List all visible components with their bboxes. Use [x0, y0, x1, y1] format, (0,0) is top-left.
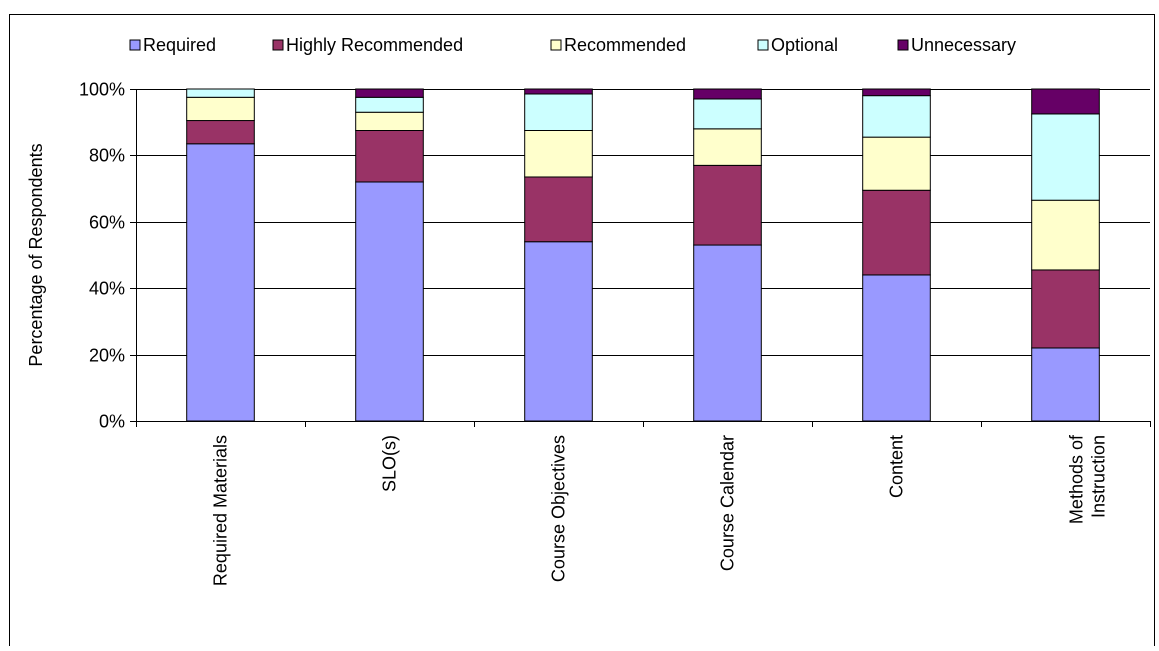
x-tick-label: Course Calendar	[718, 435, 738, 571]
bar-segment-optional	[524, 93, 593, 132]
bar-segment-optional	[1031, 113, 1100, 201]
bar-segment-recommended	[524, 130, 593, 178]
bar-segment-highly-recommended	[186, 120, 255, 145]
legend: Required Highly Recommended Recommended Opt…	[129, 35, 1016, 55]
bar-segment-required	[186, 143, 255, 422]
legend-swatch	[757, 39, 769, 51]
bar-segment-required	[693, 244, 762, 422]
x-tick-label: Content	[887, 435, 907, 498]
x-tick-label: Methods of Instruction	[1067, 434, 1109, 524]
y-tick-labels: 0% 20% 40% 60% 80% 100%	[79, 80, 125, 432]
legend-label: Recommended	[564, 35, 686, 55]
bar-segment-highly-recommended	[693, 164, 762, 246]
bar-segment-recommended	[1031, 199, 1100, 271]
x-tick-label: Required Materials	[211, 435, 231, 586]
bar-segment-required	[524, 241, 593, 422]
bar-segment-optional	[693, 98, 762, 130]
bar-segment-unnecessary	[693, 88, 762, 100]
axes	[130, 89, 1151, 427]
bar-segment-required	[862, 274, 931, 422]
x-tick-labels: Required Materials SLO(s) Course Objective…	[211, 434, 1109, 586]
y-tick-label: 80%	[89, 146, 125, 166]
legend-swatch	[897, 39, 909, 51]
bar-segment-recommended	[186, 96, 255, 122]
legend-swatch	[550, 39, 562, 51]
x-tick-label: SLO(s)	[380, 435, 400, 492]
bar-segment-unnecessary	[862, 88, 931, 97]
bar-segment-highly-recommended	[355, 130, 424, 183]
y-tick-label: 0%	[99, 412, 125, 432]
x-tick-label: Course Objectives	[549, 435, 569, 582]
bar-segment-unnecessary	[1031, 88, 1100, 115]
y-tick-label: 20%	[89, 346, 125, 366]
bar-segment-highly-recommended	[524, 176, 593, 243]
y-tick-label: 60%	[89, 213, 125, 233]
legend-label: Unnecessary	[911, 35, 1016, 55]
bar-segment-recommended	[355, 111, 424, 131]
legend-swatch	[272, 39, 284, 51]
gridlines	[136, 89, 1150, 356]
legend-label: Required	[143, 35, 216, 55]
y-tick-label: 40%	[89, 279, 125, 299]
bar-segment-highly-recommended	[1031, 269, 1100, 349]
legend-swatch	[129, 39, 141, 51]
bar-segment-optional	[862, 95, 931, 138]
legend-label: Optional	[771, 35, 838, 55]
y-tick-label: 100%	[79, 80, 125, 100]
bar-segment-unnecessary	[524, 88, 593, 95]
bar-segment-recommended	[862, 136, 931, 191]
bar-segment-required	[355, 181, 424, 422]
bar-segment-optional	[186, 88, 255, 98]
bar-segment-optional	[355, 96, 424, 113]
bars	[186, 88, 1100, 422]
bar-segment-required	[1031, 347, 1100, 422]
bar-segment-highly-recommended	[862, 189, 931, 276]
bar-segment-unnecessary	[355, 88, 424, 98]
legend-label: Highly Recommended	[286, 35, 463, 55]
y-axis-label: Percentage of Respondents	[26, 143, 46, 366]
bar-segment-recommended	[693, 128, 762, 166]
